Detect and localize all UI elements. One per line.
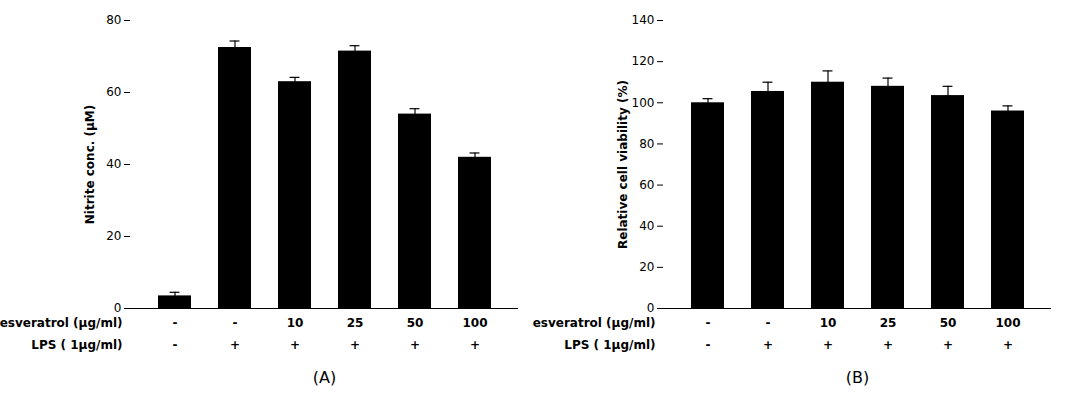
svg-text:+: + — [1003, 338, 1013, 352]
svg-text:LPS ( 1μg/ml): LPS ( 1μg/ml) — [31, 338, 122, 352]
svg-text:-: - — [706, 338, 711, 352]
svg-text:20: 20 — [639, 260, 654, 274]
svg-text:(B): (B) — [846, 368, 869, 387]
svg-text:LPS ( 1μg/ml): LPS ( 1μg/ml) — [564, 338, 655, 352]
svg-text:+: + — [763, 338, 773, 352]
svg-text:140: 140 — [632, 13, 655, 27]
svg-text:40: 40 — [106, 157, 121, 171]
svg-text:+: + — [290, 338, 300, 352]
svg-text:+: + — [883, 338, 893, 352]
svg-text:25: 25 — [347, 316, 364, 330]
svg-text:-: - — [173, 316, 178, 330]
svg-text:100: 100 — [995, 316, 1020, 330]
svg-text:+: + — [823, 338, 833, 352]
svg-text:Resveratrol (μg/ml): Resveratrol (μg/ml) — [533, 316, 656, 330]
svg-text:25: 25 — [880, 316, 897, 330]
svg-text:60: 60 — [106, 85, 121, 99]
svg-text:80: 80 — [106, 13, 121, 27]
svg-text:(A): (A) — [313, 368, 336, 387]
svg-text:20: 20 — [106, 229, 121, 243]
svg-text:50: 50 — [940, 316, 957, 330]
svg-text:Nitrite conc. (μM): Nitrite conc. (μM) — [83, 105, 97, 224]
svg-text:-: - — [706, 316, 711, 330]
svg-text:Relative cell viability (%): Relative cell viability (%) — [616, 80, 630, 249]
svg-text:60: 60 — [639, 178, 654, 192]
svg-text:-: - — [173, 338, 178, 352]
svg-text:+: + — [410, 338, 420, 352]
svg-text:+: + — [230, 338, 240, 352]
svg-text:Resveratrol (μg/ml): Resveratrol (μg/ml) — [0, 316, 123, 330]
svg-text:-: - — [766, 316, 771, 330]
svg-text:100: 100 — [462, 316, 487, 330]
svg-text:120: 120 — [632, 54, 655, 68]
svg-text:40: 40 — [639, 219, 654, 233]
svg-text:0: 0 — [647, 301, 655, 315]
svg-text:+: + — [943, 338, 953, 352]
svg-text:50: 50 — [407, 316, 424, 330]
svg-text:+: + — [470, 338, 480, 352]
svg-text:80: 80 — [639, 137, 654, 151]
svg-text:-: - — [233, 316, 238, 330]
svg-text:10: 10 — [820, 316, 837, 330]
svg-text:100: 100 — [632, 96, 655, 110]
svg-text:+: + — [350, 338, 360, 352]
svg-text:10: 10 — [287, 316, 304, 330]
svg-text:0: 0 — [114, 301, 122, 315]
